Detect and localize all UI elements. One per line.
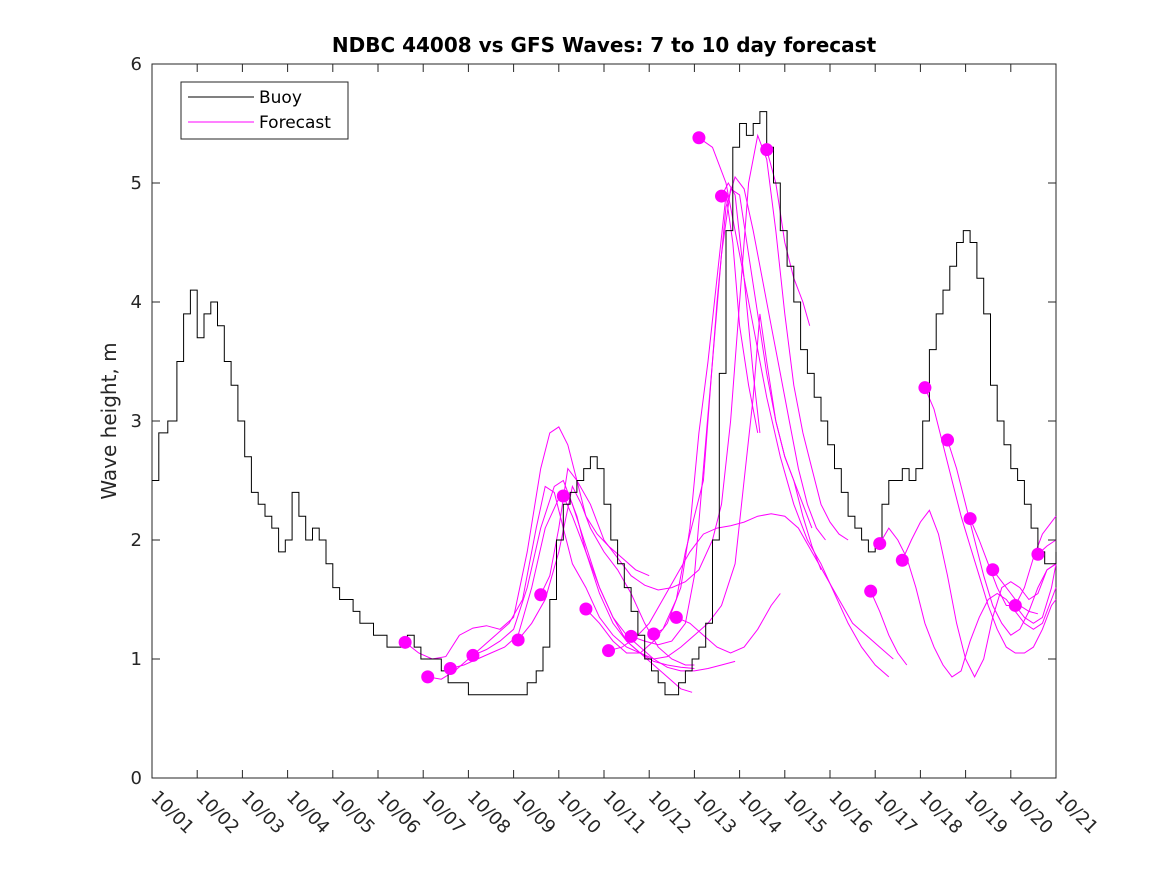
forecast-series-line (901, 509, 1057, 679)
y-tick-label: 0 (131, 768, 142, 789)
forecast-marker (864, 584, 878, 598)
legend-buoy-label: Buoy (259, 88, 302, 108)
legend-forecast-label: Forecast (259, 113, 331, 133)
forecast-marker (1031, 547, 1045, 561)
buoy-layer (152, 111, 1057, 696)
forecast-layer (404, 133, 1057, 693)
legend: Buoy Forecast (180, 81, 349, 140)
y-tick-label: 2 (131, 530, 142, 551)
y-axis-label: Wave height, m (97, 342, 121, 499)
forecast-marker (624, 629, 638, 643)
forecast-series-line (766, 149, 811, 326)
plot-area (151, 63, 1057, 779)
buoy-series-line (152, 111, 1057, 696)
forecast-marker (760, 143, 774, 157)
forecast-series-line (630, 188, 813, 646)
forecast-marker (511, 633, 525, 647)
forecast-series-line (879, 527, 1057, 678)
y-tick-label: 3 (131, 411, 142, 432)
forecast-marker (443, 662, 457, 676)
forecast-marker (986, 563, 1000, 577)
forecast-series-line (404, 426, 650, 660)
legend-box (180, 81, 349, 140)
forecast-series-line (947, 439, 1057, 636)
forecast-series-line (653, 175, 826, 635)
forecast-series-line (608, 513, 894, 660)
forecast-series-line (517, 484, 695, 666)
marker-layer (398, 131, 1045, 684)
forecast-series-line (540, 133, 849, 595)
forecast-marker (1008, 598, 1022, 612)
forecast-marker (918, 381, 932, 395)
chart-title: NDBC 44008 vs GFS Waves: 7 to 10 day for… (332, 33, 877, 57)
forecast-marker (466, 648, 480, 662)
forecast-series-line (870, 590, 908, 666)
y-tick-label: 4 (131, 292, 142, 313)
forecast-series-line (721, 181, 761, 433)
forecast-marker (692, 131, 706, 145)
forecast-series-line (585, 194, 759, 654)
forecast-series-line (698, 137, 890, 678)
y-tick-label: 6 (131, 54, 142, 75)
y-axis: 0 1 2 3 4 5 6 (131, 54, 1056, 789)
forecast-marker (602, 644, 616, 658)
forecast-marker (398, 635, 412, 649)
plot-frame (151, 63, 1057, 779)
forecast-marker (669, 610, 683, 624)
forecast-series-line (1014, 563, 1057, 624)
forecast-marker (895, 553, 909, 567)
forecast-marker (421, 670, 435, 684)
forecast-series-line (924, 387, 1057, 654)
forecast-marker (556, 489, 570, 503)
forecast-marker (873, 537, 887, 551)
y-tick-label: 5 (131, 173, 142, 194)
y-tick-label: 1 (131, 649, 142, 670)
forecast-marker (534, 588, 548, 602)
forecast-series-line (676, 593, 781, 654)
forecast-marker (647, 627, 661, 641)
forecast-marker (963, 512, 977, 526)
forecast-marker (941, 433, 955, 447)
forecast-marker (579, 602, 593, 616)
forecast-marker (715, 189, 729, 203)
